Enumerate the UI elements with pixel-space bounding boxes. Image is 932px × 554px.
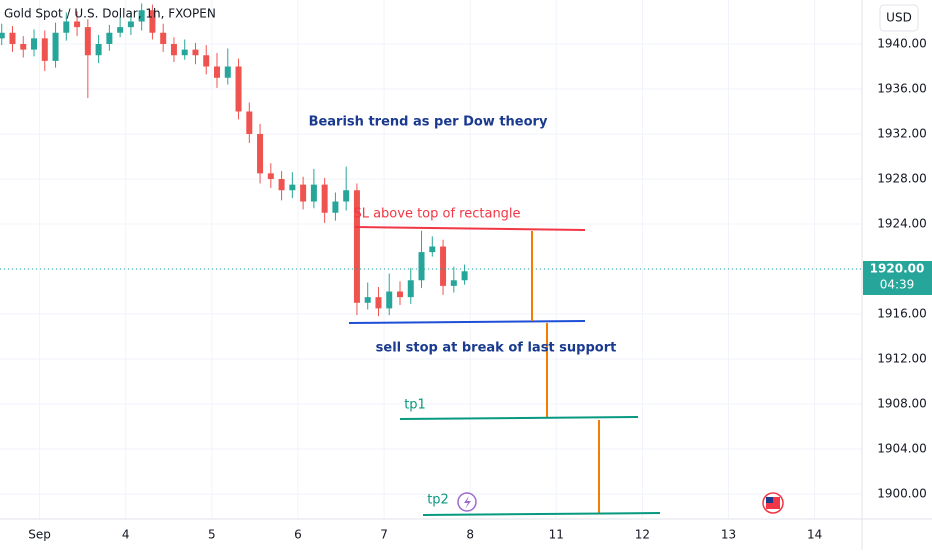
currency: USD xyxy=(886,11,912,25)
candle-body xyxy=(192,49,199,56)
y-tick-label: 1904.00 xyxy=(877,442,927,456)
candle-body xyxy=(375,297,382,309)
currency-button[interactable] xyxy=(879,4,919,32)
x-tick-label: 8 xyxy=(466,528,474,542)
candle-body xyxy=(9,32,16,44)
y-tick-label: 1916.00 xyxy=(877,307,927,321)
annotation: SL above top of rectangle xyxy=(353,207,520,222)
x-tick-label: 7 xyxy=(380,528,388,542)
candle-body xyxy=(267,173,274,180)
x-tick-label: 5 xyxy=(208,528,216,542)
candle-body xyxy=(343,190,350,202)
candle-body xyxy=(181,49,188,56)
annotation: Bearish trend as per Dow theory xyxy=(309,115,548,130)
x-tick-label: 4 xyxy=(122,528,130,542)
candle-body xyxy=(396,291,403,298)
candle-body xyxy=(321,184,328,213)
y-tick-label: 1924.00 xyxy=(877,217,927,231)
candle-body xyxy=(429,246,436,253)
candle-body xyxy=(95,43,102,56)
countdown: 04:39 xyxy=(880,278,915,292)
annotation: tp1 xyxy=(404,398,426,413)
candle-body xyxy=(52,32,59,61)
annotation: tp2 xyxy=(427,493,449,508)
tp1-line xyxy=(399,416,639,420)
candle-body xyxy=(106,32,113,44)
candle-body xyxy=(214,66,221,78)
grid xyxy=(0,0,862,519)
candle-body xyxy=(289,184,296,191)
chart-title: Gold Spot / U.S. Dollar, 1h, FXOPEN xyxy=(4,7,216,21)
flag-icon xyxy=(766,497,773,503)
y-tick-label: 1912.00 xyxy=(877,352,927,366)
x-tick-label: 12 xyxy=(635,528,650,542)
x-tick-label: 13 xyxy=(721,528,736,542)
candle-body xyxy=(160,32,167,44)
candle-body xyxy=(149,10,156,33)
candle-body xyxy=(31,38,38,50)
last-price-label: 1920.00 xyxy=(870,262,925,276)
candle-body xyxy=(450,280,457,286)
candle-body xyxy=(84,27,91,56)
tp2-line xyxy=(422,512,661,516)
annotation: sell stop at break of last support xyxy=(376,341,617,356)
plot xyxy=(0,3,862,317)
candle-body xyxy=(246,111,253,134)
last-price-box xyxy=(863,261,932,296)
x-tick-label: Sep xyxy=(28,528,51,542)
candle-body xyxy=(127,21,134,28)
candle-body xyxy=(300,184,307,202)
y-tick-label: 1940.00 xyxy=(877,36,927,50)
candle-body xyxy=(353,190,360,303)
candle-body xyxy=(407,280,414,298)
candle-body xyxy=(235,66,242,112)
candle-body xyxy=(440,246,447,286)
candle-body xyxy=(224,66,231,78)
candle-body xyxy=(138,10,145,22)
y-tick-label: 1932.00 xyxy=(877,126,927,140)
support-line xyxy=(348,320,586,324)
candle-body xyxy=(418,252,425,281)
candle-body xyxy=(386,291,393,309)
candle-body xyxy=(332,201,339,213)
candle-body xyxy=(461,271,468,281)
x-tick-label: 14 xyxy=(807,528,822,542)
sl-line xyxy=(354,226,586,231)
event-icon xyxy=(464,496,471,509)
candle-body xyxy=(117,27,124,33)
y-tick-label: 1900.00 xyxy=(877,487,927,501)
candle-body xyxy=(63,21,70,33)
candle-body xyxy=(364,297,371,303)
candle-body xyxy=(278,179,285,191)
candle-body xyxy=(310,184,317,202)
candle-body xyxy=(20,43,27,50)
x-tick-label: 11 xyxy=(549,528,564,542)
candle-body xyxy=(170,43,177,56)
candle-body xyxy=(74,21,81,28)
x-tick-label: 6 xyxy=(294,528,302,542)
candle-body xyxy=(41,38,48,61)
y-tick-label: 1928.00 xyxy=(877,172,927,186)
candle-body xyxy=(257,133,264,174)
candle-body xyxy=(203,55,210,67)
axes: 1900.00 1904.00 1908.00 1912.00 1916.00 1920.… xyxy=(28,36,932,542)
y-tick-label: 1936.00 xyxy=(877,81,927,95)
candle-body xyxy=(0,32,5,39)
y-tick-label: 1908.00 xyxy=(877,397,927,411)
